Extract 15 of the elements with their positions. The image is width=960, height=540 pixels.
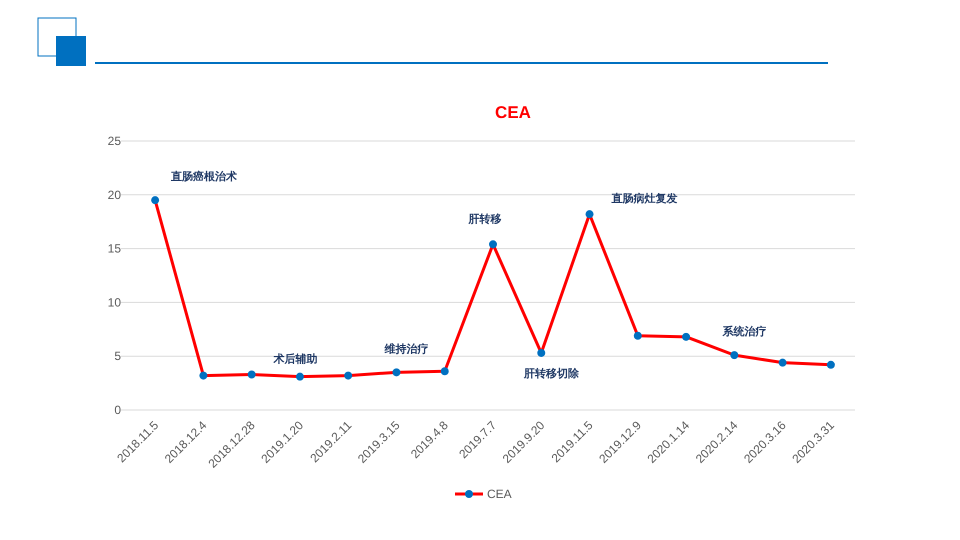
annotation: 肝转移切除 bbox=[522, 366, 580, 380]
annotation: 维持治疗 bbox=[383, 342, 428, 356]
y-tick-label: 0 bbox=[114, 403, 122, 417]
annotation: 直肠癌根治术 bbox=[170, 170, 238, 184]
annotation: 系统治疗 bbox=[721, 325, 766, 338]
y-tick-label: 25 bbox=[108, 134, 122, 148]
annotation: 肝转移 bbox=[468, 212, 502, 226]
chart-title: CEA bbox=[495, 103, 531, 122]
legend-label: CEA bbox=[487, 487, 512, 501]
y-tick-label: 20 bbox=[108, 188, 122, 202]
annotation: 术后辅助 bbox=[272, 352, 318, 366]
y-tick-label: 15 bbox=[108, 242, 122, 256]
y-tick-label: 5 bbox=[114, 349, 122, 364]
annotation: 直肠病灶复发 bbox=[610, 192, 678, 206]
y-tick-label: 10 bbox=[108, 295, 122, 310]
